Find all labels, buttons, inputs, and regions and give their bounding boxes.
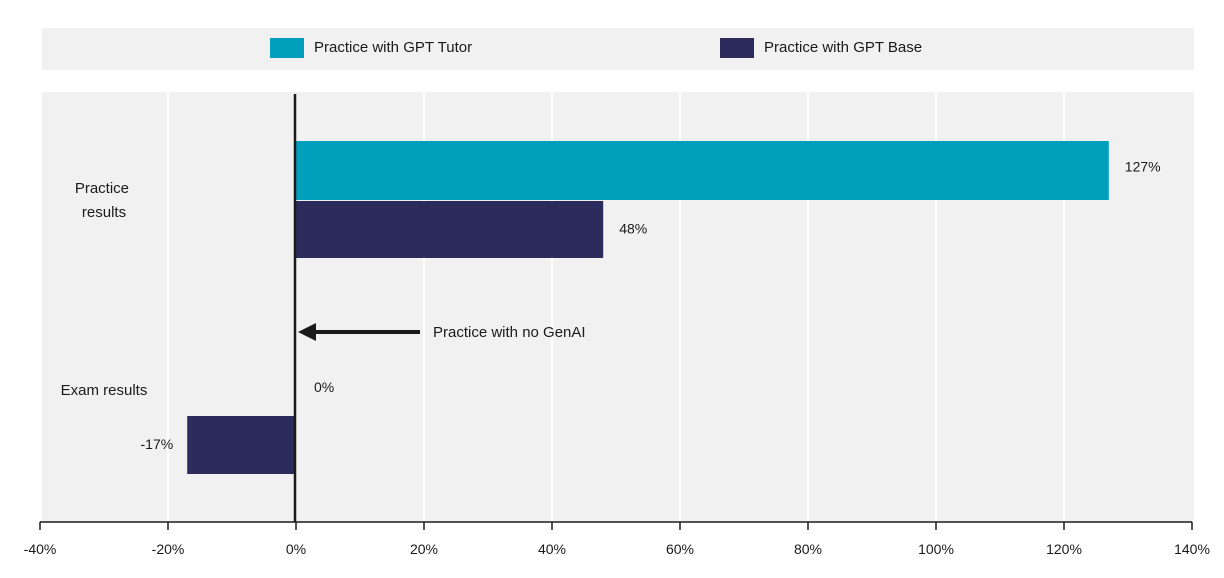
- category-label-practice-line1: Practice: [75, 180, 129, 197]
- x-tick-label: 20%: [410, 541, 438, 557]
- category-labels: Practice results Exam results: [61, 180, 148, 399]
- x-tick-label: 80%: [794, 541, 822, 557]
- legend-label-base: Practice with GPT Base: [764, 39, 922, 56]
- x-tick-label: 40%: [538, 541, 566, 557]
- bar-value-label: 127%: [1125, 159, 1161, 175]
- category-label-practice: Practice results: [75, 180, 133, 221]
- annotation-text: Practice with no GenAI: [433, 324, 586, 341]
- x-tick-label: 0%: [286, 541, 306, 557]
- category-label-exam: Exam results: [61, 382, 148, 399]
- legend-swatch-base: [720, 38, 754, 58]
- x-tick-label: 60%: [666, 541, 694, 557]
- bar-labels: 127% 0% 48% -17%: [141, 159, 1161, 453]
- bar: [296, 141, 1109, 200]
- x-axis-ticks: -40% -20% 0% 20% 40% 60% 80% 100% 120% 140%: [24, 522, 1210, 557]
- x-tick-label: 120%: [1046, 541, 1082, 557]
- bar-value-label: 0%: [314, 379, 334, 395]
- annotation: Practice with no GenAI: [298, 323, 586, 341]
- bar: [296, 201, 604, 258]
- x-tick-label: -40%: [24, 541, 57, 557]
- legend-label-tutor: Practice with GPT Tutor: [314, 39, 472, 56]
- bars: [187, 141, 1109, 474]
- legend-panel: [42, 28, 1194, 70]
- category-label-practice-line2: results: [82, 204, 126, 221]
- x-tick-label: 140%: [1174, 541, 1210, 557]
- legend-swatch-tutor: [270, 38, 304, 58]
- bar-value-label: -17%: [141, 436, 174, 452]
- bar: [187, 416, 296, 474]
- annotation-arrow-head: [298, 323, 316, 341]
- x-tick-label: 100%: [918, 541, 954, 557]
- x-tick-label: -20%: [152, 541, 185, 557]
- legend: Practice with GPT Tutor Practice with GP…: [270, 38, 922, 58]
- bar-value-label: 48%: [619, 221, 647, 237]
